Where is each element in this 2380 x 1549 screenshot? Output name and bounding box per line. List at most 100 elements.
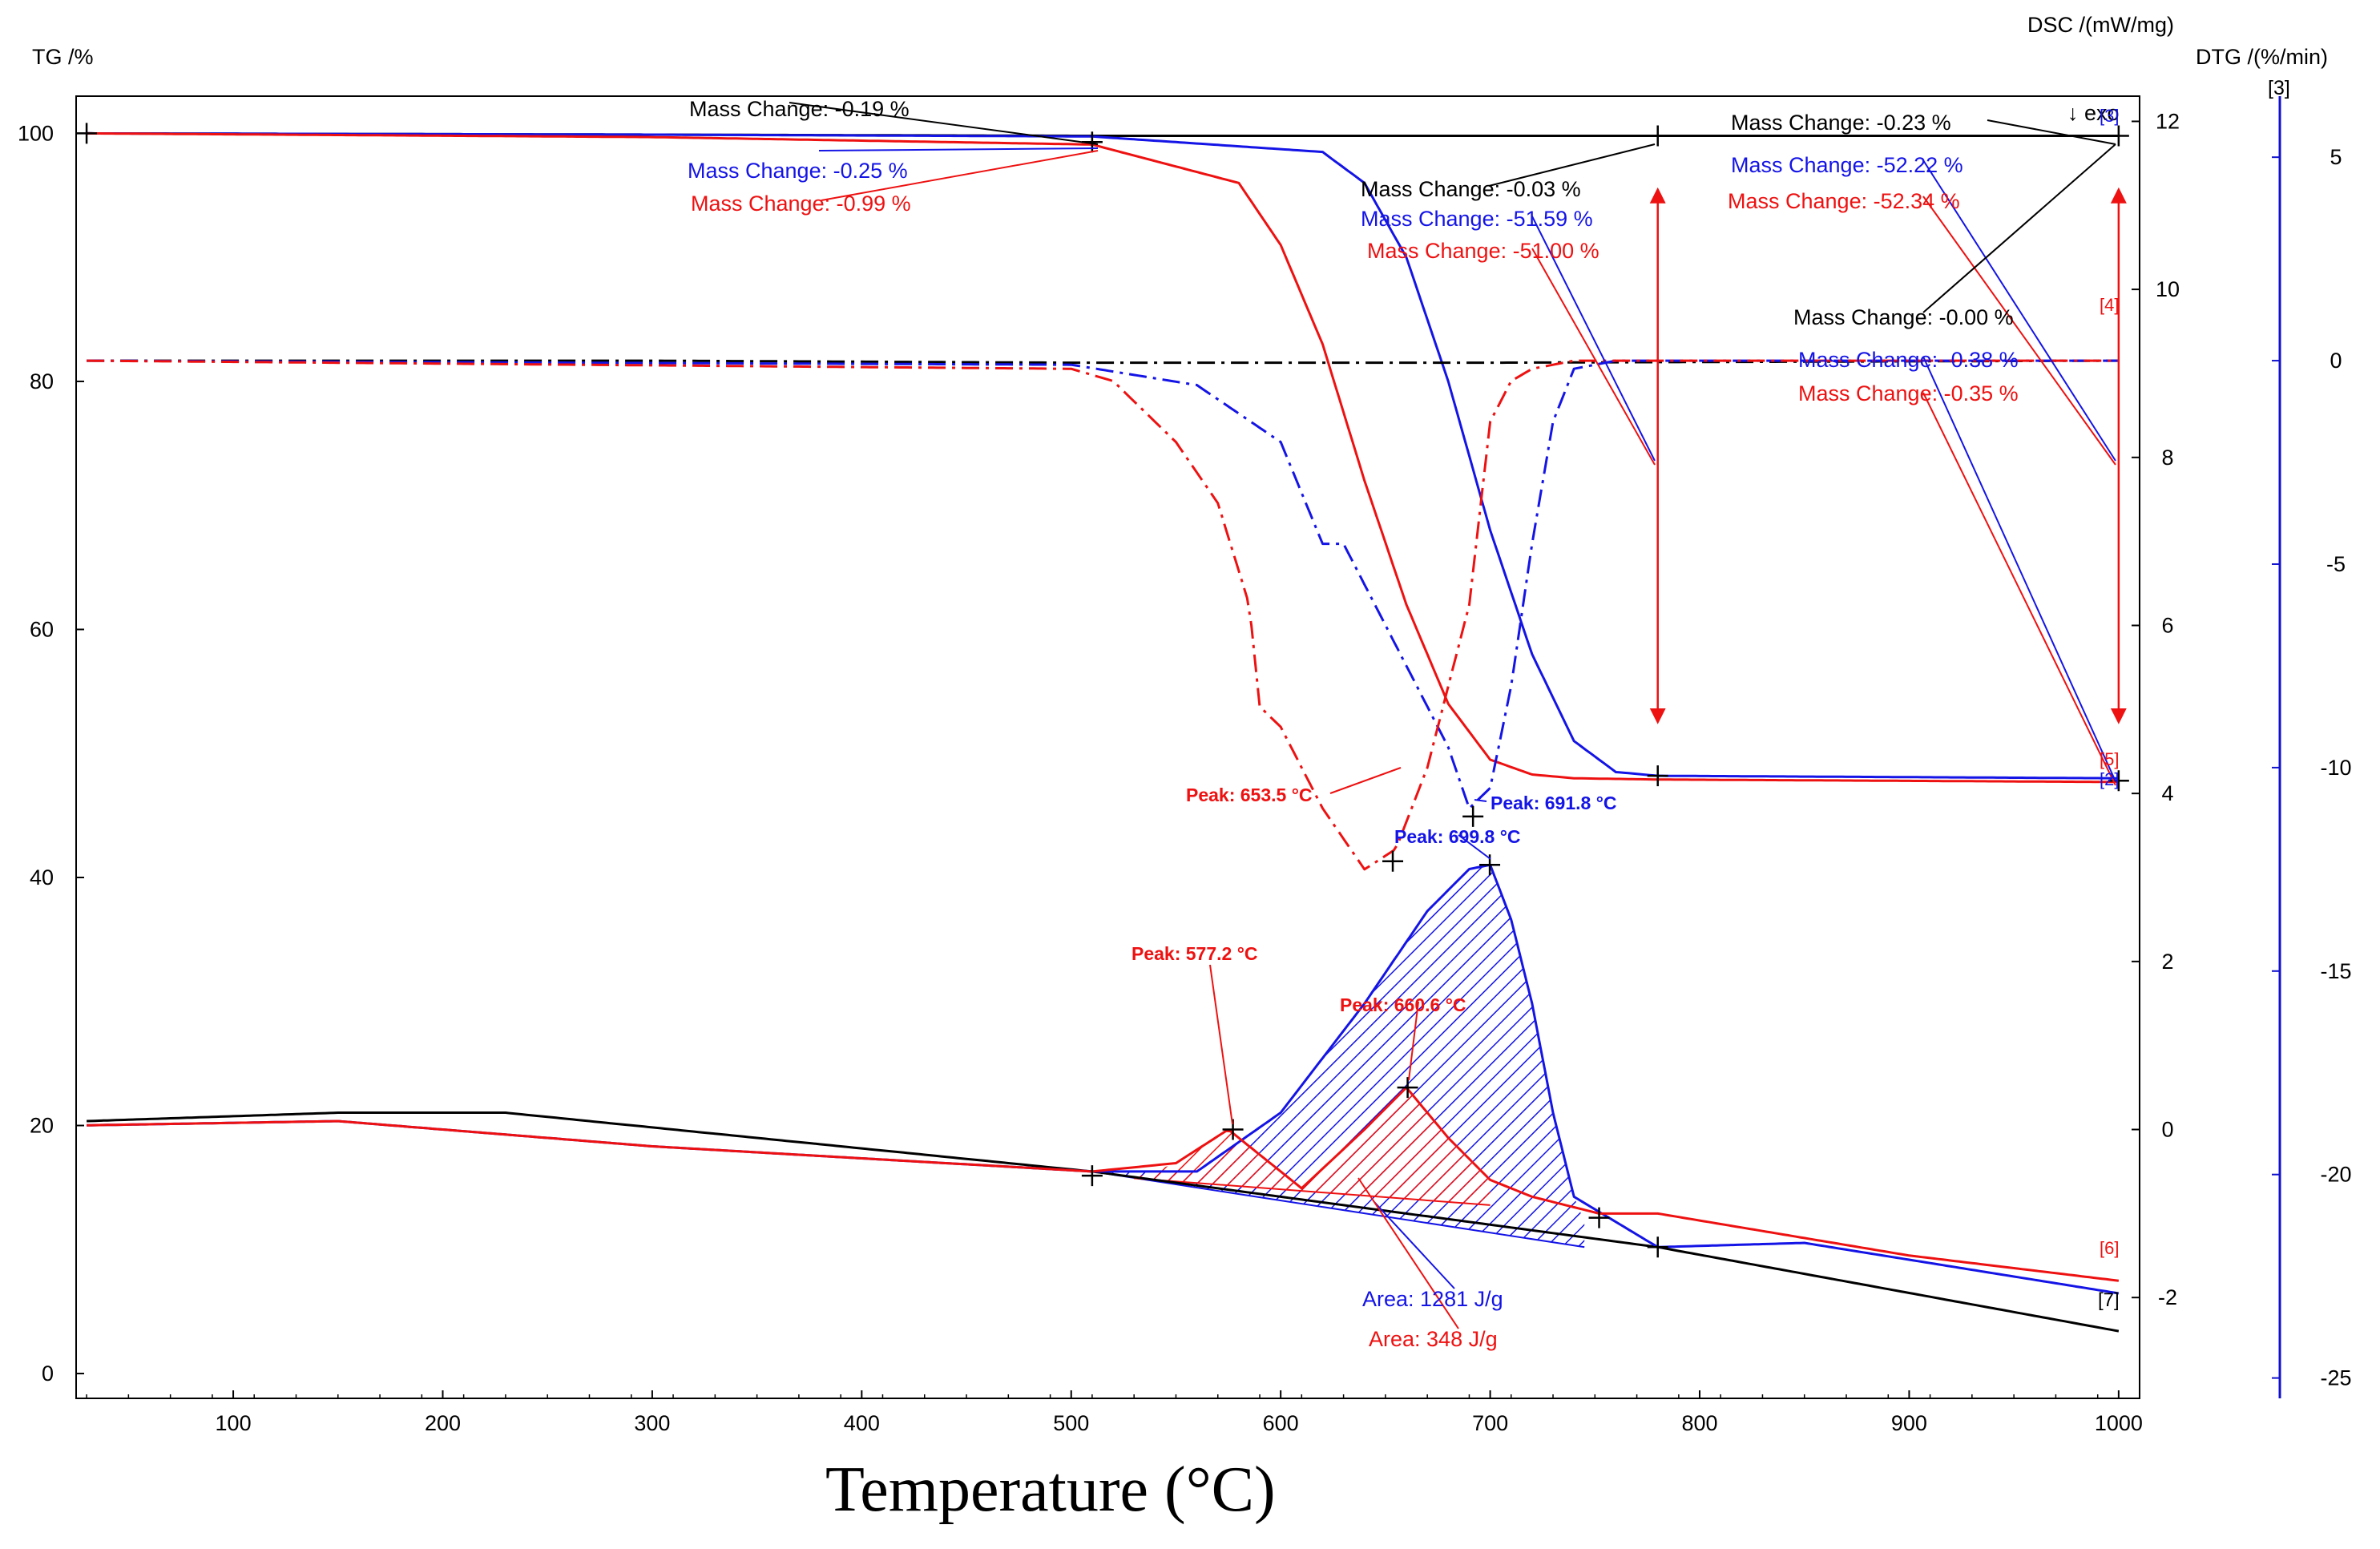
point-marker <box>1647 765 1668 787</box>
leader-line <box>1922 392 2116 786</box>
leader-line <box>1474 799 1487 802</box>
dtg-tick-label: -5 <box>2326 552 2346 576</box>
dsc-tick-label: 10 <box>2156 277 2180 301</box>
leader-line <box>1922 196 2116 466</box>
leader-line <box>1209 964 1233 1125</box>
curve-tag: [5] <box>2100 749 2119 769</box>
x-tick-label: 500 <box>1053 1411 1089 1435</box>
point-marker <box>1397 1077 1418 1099</box>
leader-line <box>1374 1201 1455 1289</box>
mass-change-label: Mass Change: -0.03 % <box>1361 177 1581 201</box>
dtg-tick-label: -10 <box>2320 756 2351 780</box>
x-tick-label: 400 <box>844 1411 880 1435</box>
area-label: Area: 1281 J/g <box>1362 1287 1503 1311</box>
mass-change-label: Mass Change: -51.59 % <box>1361 207 1593 231</box>
leader-line <box>821 150 1099 201</box>
series-line <box>87 863 2120 1295</box>
leader-line <box>1531 248 1656 466</box>
dsc-axis-label: DSC /(mW/mg) <box>2027 13 2174 37</box>
exo-marker: ↓ exo <box>2067 101 2120 125</box>
dtg-tick-label: -15 <box>2320 959 2351 983</box>
series-line <box>87 131 2119 784</box>
shaded-area <box>1134 1087 1491 1205</box>
point-marker <box>1647 125 1668 147</box>
point-marker <box>1647 1236 1668 1258</box>
x-tick-label: 900 <box>1891 1411 1927 1435</box>
mass-change-label: Mass Change: -52.34 % <box>1728 189 1960 213</box>
x-tick-label: 100 <box>216 1411 252 1435</box>
series-line <box>87 1086 2120 1282</box>
plot-frame <box>75 95 2140 1399</box>
tg-axis-label: TG /% <box>32 45 94 69</box>
dsc-tick-label: -2 <box>2158 1285 2177 1309</box>
area-label: Area: 348 J/g <box>1369 1327 1498 1351</box>
range-arrows <box>1649 187 2127 724</box>
leader-line <box>1408 1001 1419 1081</box>
dsc-tick-label: 8 <box>2161 446 2173 470</box>
peak-label: Peak: 699.8 °C <box>1394 826 1521 847</box>
dtg-tick-label: 5 <box>2330 145 2342 169</box>
leader-line <box>1922 143 2116 313</box>
x-tick-label: 800 <box>1681 1411 1717 1435</box>
tg-tick-label: 40 <box>30 865 54 889</box>
leader-line <box>1488 143 1656 187</box>
mass-change-label: Mass Change: -0.23 % <box>1731 111 1951 135</box>
mass-change-label: Mass Change: -0.35 % <box>1798 381 2019 405</box>
leader-line <box>1458 834 1491 860</box>
mass-change-label: Mass Change: -0.25 % <box>688 159 908 183</box>
peak-label: Peak: 653.5 °C <box>1186 785 1313 805</box>
series-line <box>87 359 2119 871</box>
annotation-leaders <box>789 102 2116 1329</box>
mass-change-label: Mass Change: -52.22 % <box>1731 153 1963 177</box>
leader-line <box>1922 356 2116 782</box>
x-tick-label: 200 <box>425 1411 461 1435</box>
curve-tag: [2] <box>2100 769 2119 789</box>
series-line <box>87 359 2119 810</box>
x-tick-label: 700 <box>1472 1411 1508 1435</box>
dtg-tick-label: 0 <box>2330 349 2342 373</box>
point-marker <box>1462 805 1484 827</box>
tg-tick-label: 60 <box>30 617 54 641</box>
tg-tick-label: 100 <box>18 121 54 145</box>
x-tick-label: 300 <box>634 1411 670 1435</box>
peak-label: Peak: 660.6 °C <box>1340 994 1466 1015</box>
x-axis-title: Temperature (°C) <box>825 1454 1276 1525</box>
leader-line <box>1329 767 1402 794</box>
series-line <box>87 131 2119 780</box>
mass-change-label: Mass Change: -0.38 % <box>1798 348 2019 372</box>
x-tick-label: 600 <box>1263 1411 1299 1435</box>
curve-tag: [4] <box>2100 295 2119 315</box>
tg-tick-label: 80 <box>30 369 54 393</box>
curve-tags: [3] [4] [5] [2] [6] [7] <box>2098 106 2120 1311</box>
mass-change-label: Mass Change: -0.00 % <box>1793 305 2014 329</box>
dsc-tick-label: 6 <box>2161 613 2173 637</box>
mass-change-label: Mass Change: -0.99 % <box>691 192 911 216</box>
point-markers <box>76 123 2129 1258</box>
series-line <box>87 1111 2120 1333</box>
tg-tick-label: 0 <box>42 1361 54 1386</box>
axis-ticks: 100 200 300 400 500 600 700 800 900 1000020406080… <box>18 109 2352 1435</box>
point-marker <box>2108 125 2129 147</box>
point-marker <box>2108 770 2129 792</box>
leader-line <box>1357 1177 1459 1329</box>
dtg-axis-tag: [3] <box>2268 77 2290 99</box>
dtg-tick-label: -25 <box>2320 1366 2351 1390</box>
curve-tag: [6] <box>2100 1238 2119 1258</box>
point-marker <box>1081 1165 1103 1187</box>
point-marker <box>1588 1207 1610 1228</box>
point-marker <box>1382 850 1404 872</box>
area-baseline <box>1091 1170 1585 1248</box>
curve-tag: [3] <box>2100 106 2119 126</box>
curve-tag: [7] <box>2098 1289 2120 1311</box>
tg-tick-label: 20 <box>30 1114 54 1138</box>
leader-line <box>1922 159 2116 462</box>
leader-line <box>1987 119 2116 145</box>
leader-line <box>1531 216 1656 462</box>
leader-line <box>789 102 1099 145</box>
leader-line <box>818 147 1099 151</box>
dsc-tick-label: 4 <box>2161 781 2173 805</box>
mass-change-label: Mass Change: -0.19 % <box>689 97 910 121</box>
dsc-tick-label: 2 <box>2161 950 2173 974</box>
